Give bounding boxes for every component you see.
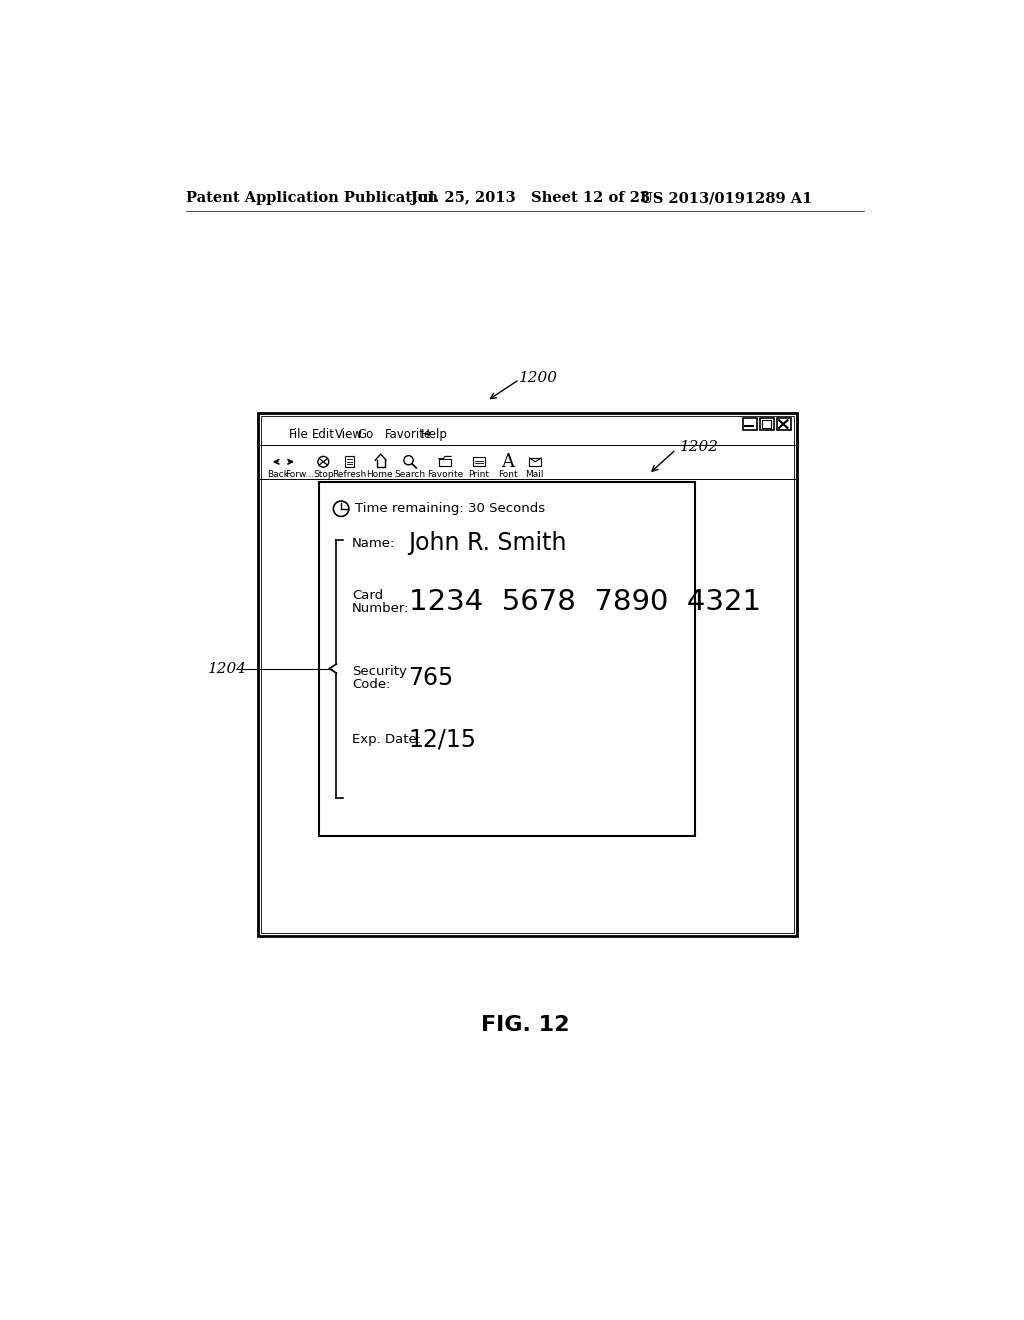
Bar [776,418,791,430]
Text: Security: Security [352,665,407,678]
Text: Print: Print [469,470,489,479]
Text: 1234  5678  7890  4321: 1234 5678 7890 4321 [409,587,761,616]
Text: 1202: 1202 [680,440,719,454]
Bar [258,413,797,936]
Text: Favorite: Favorite [385,428,432,441]
Text: Mail: Mail [525,470,544,479]
Bar [529,458,541,466]
Bar [473,457,485,466]
Text: 765: 765 [409,667,454,690]
Text: Patent Application Publication: Patent Application Publication [186,191,438,206]
Text: Forw...: Forw... [285,470,313,479]
Text: Code:: Code: [352,677,390,690]
Bar [319,482,695,836]
Text: US 2013/0191289 A1: US 2013/0191289 A1 [640,191,812,206]
Text: Favorite: Favorite [427,470,463,479]
Text: Search: Search [394,470,426,479]
Text: File: File [289,428,308,441]
Bar [261,416,794,933]
Bar [438,459,452,466]
Text: Stop: Stop [313,470,334,479]
Text: Card: Card [352,589,383,602]
Bar [345,457,353,467]
Text: Home: Home [367,470,393,479]
Text: 1200: 1200 [519,371,558,385]
Text: 12/15: 12/15 [409,727,476,752]
Bar [760,418,773,430]
Text: Edit: Edit [311,428,335,441]
Text: Exp. Date:: Exp. Date: [352,733,421,746]
Text: Help: Help [421,428,447,441]
Text: Time remaining: 30 Seconds: Time remaining: 30 Seconds [355,502,545,515]
Text: Jul. 25, 2013   Sheet 12 of 23: Jul. 25, 2013 Sheet 12 of 23 [411,191,650,206]
Text: FIG. 12: FIG. 12 [480,1015,569,1035]
Text: Font: Font [498,470,517,479]
Text: Back: Back [266,470,289,479]
Text: View: View [335,428,362,441]
Text: Go: Go [357,428,374,441]
Text: John R. Smith: John R. Smith [409,532,567,556]
Bar [742,418,757,430]
Text: Refresh: Refresh [332,470,366,479]
Text: Name:: Name: [352,537,395,550]
Bar [762,420,771,428]
Text: A: A [502,453,514,471]
Text: Number:: Number: [352,602,410,615]
Text: 1204: 1204 [208,661,247,676]
